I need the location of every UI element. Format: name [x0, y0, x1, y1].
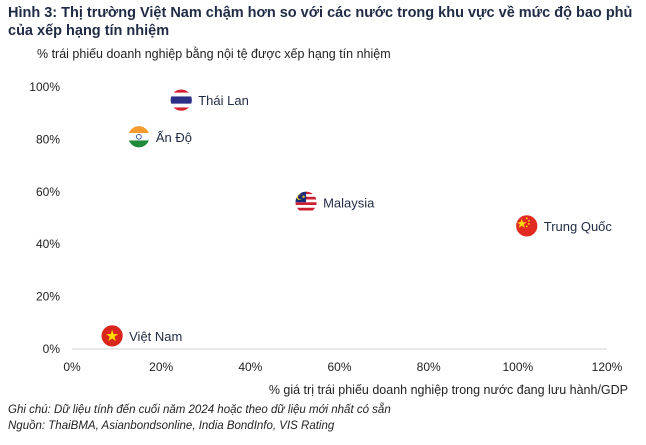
data-point-china [515, 214, 539, 238]
y-axis-label: % trái phiếu doanh nghiệp bằng nội tệ đư… [37, 47, 391, 61]
x-tick-label: 0% [63, 360, 81, 374]
point-label: Trung Quốc [544, 219, 613, 234]
x-tick-label: 20% [149, 360, 173, 374]
x-axis-label: % giá trị trái phiếu doanh nghiệp trong … [268, 383, 628, 397]
vietnam-flag-icon [101, 324, 124, 347]
y-tick-label: 100% [29, 80, 60, 94]
chart-source: Nguồn: ThaiBMA, Asianbondsonline, India … [8, 420, 335, 432]
malaysia-flag-icon [295, 191, 318, 214]
x-tick-label: 60% [327, 360, 351, 374]
point-label: Việt Nam [129, 329, 182, 344]
y-tick-label: 40% [36, 237, 60, 251]
point-label: Malaysia [323, 195, 375, 210]
china-flag-icon [515, 214, 538, 237]
thailand-flag-icon [170, 89, 193, 112]
x-tick-label: 120% [592, 360, 623, 374]
chart-title: Hình 3: Thị trường Việt Nam chậm hơn so … [8, 5, 633, 39]
data-point-thailand [169, 88, 193, 112]
india-flag-icon [127, 125, 150, 148]
point-label: Ấn Độ [156, 130, 192, 145]
x-tick-label: 40% [238, 360, 262, 374]
data-point-malaysia [294, 190, 318, 214]
point-label: Thái Lan [198, 93, 249, 108]
x-tick-label: 100% [502, 360, 533, 374]
data-point-vietnam [100, 324, 124, 348]
y-tick-label: 60% [36, 185, 60, 199]
x-tick-label: 80% [417, 360, 441, 374]
chart-note: Ghi chú: Dữ liệu tính đến cuối năm 2024 … [8, 404, 391, 416]
data-point-india [127, 125, 151, 149]
y-tick-label: 80% [36, 132, 60, 146]
y-tick-label: 0% [43, 342, 61, 356]
y-tick-label: 20% [36, 290, 60, 304]
